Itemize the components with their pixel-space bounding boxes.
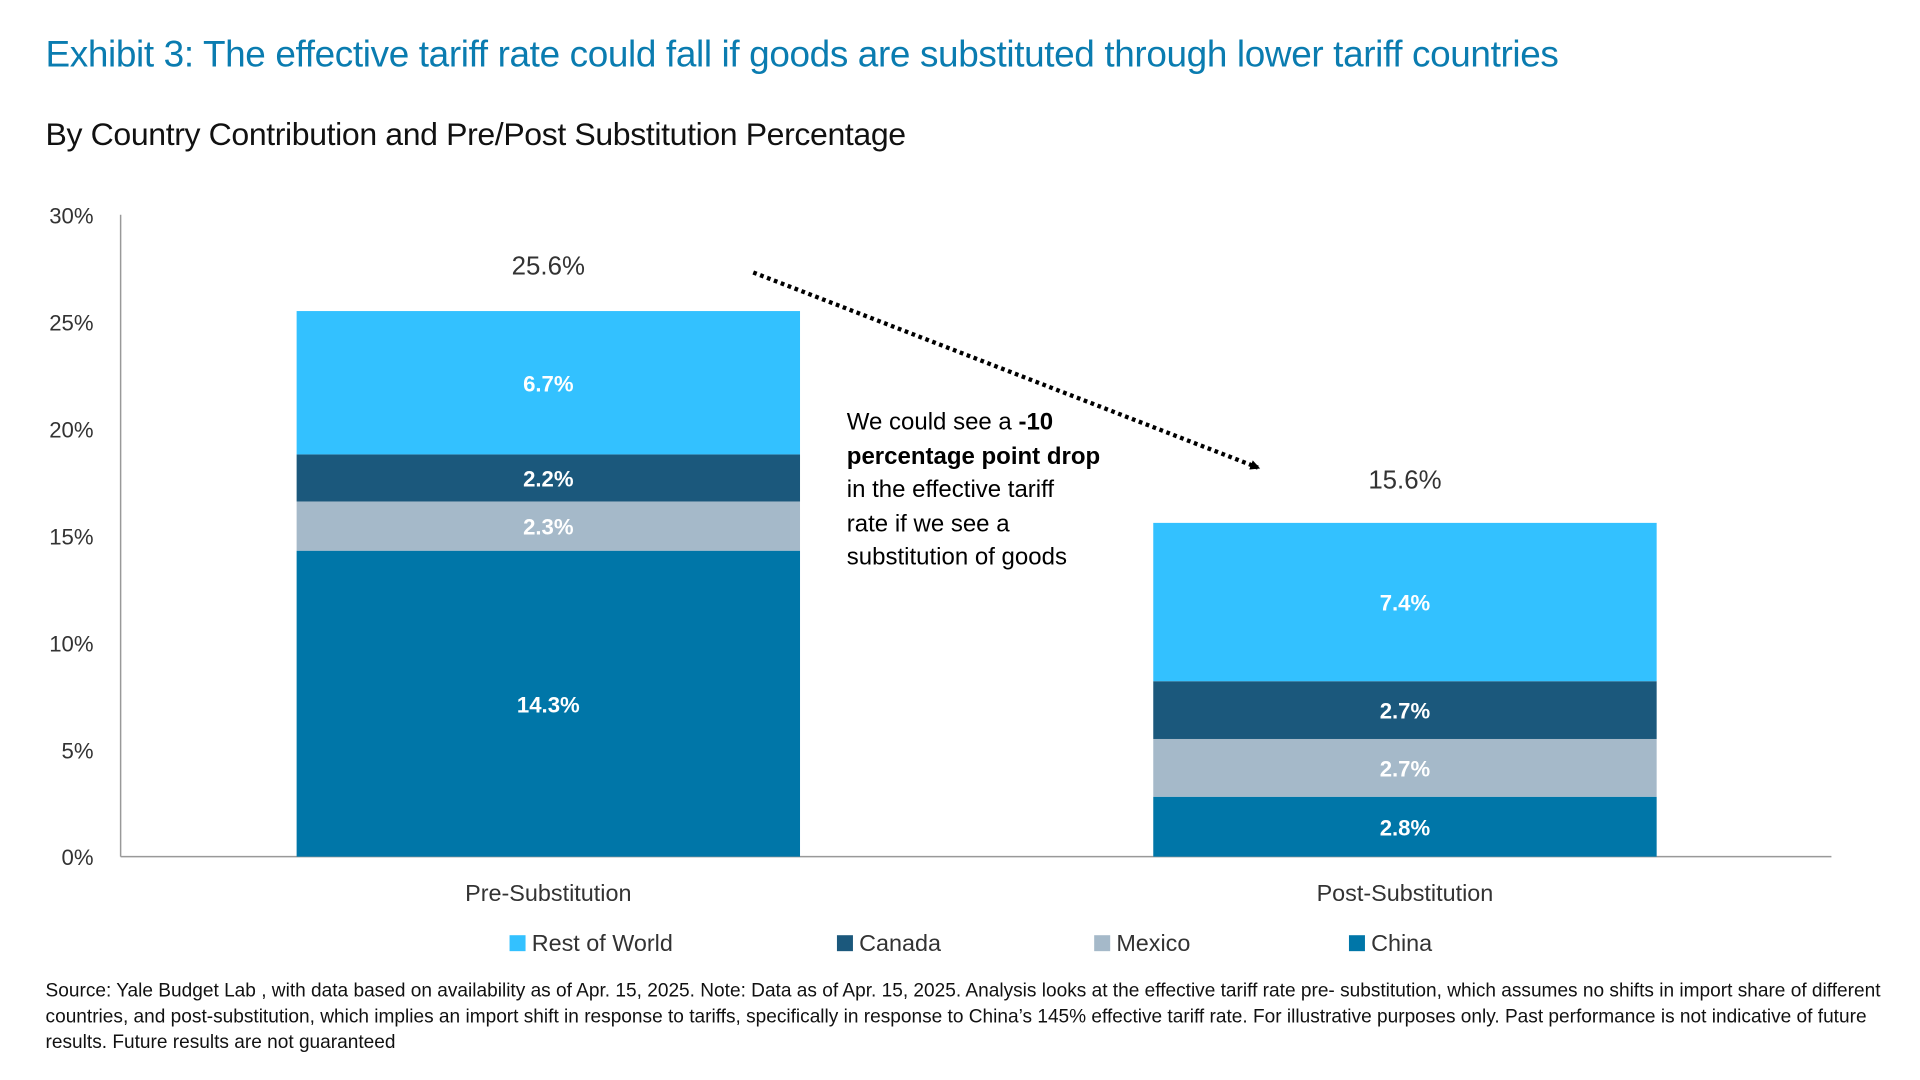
bar-segment-canada [296, 454, 801, 502]
stacked-bar-chart: 0% 5% 10% 15% 20% 25% 30% 14.3% 2.3% 2.2% 6.7% 25.6… [49, 203, 1832, 956]
legend-swatch [509, 935, 526, 952]
y-tick-label: 10% [49, 631, 93, 656]
data-label: 2.7% [1380, 756, 1431, 781]
annotation-line: in the effective tariff [846, 476, 1055, 504]
annotation-line: We could see a [846, 408, 1019, 436]
data-label: 6.7% [523, 371, 574, 396]
bar-segment-china [1153, 796, 1657, 857]
bar-segment-mexico [1153, 738, 1657, 797]
bar-segment-rest-of-world [296, 311, 801, 455]
category-label: Post-Substitution [1317, 880, 1494, 906]
legend-label: Mexico [1116, 930, 1190, 956]
legend-swatch [1094, 935, 1111, 952]
annotation-bold: percentage point drop [846, 442, 1101, 470]
y-tick-label: 5% [62, 738, 94, 763]
legend-label: Rest of World [532, 930, 673, 956]
data-label: 2.7% [1380, 699, 1431, 724]
chart-subtitle: By Country Contribution and Pre/Post Sub… [45, 115, 907, 153]
y-tick-label: 15% [49, 524, 93, 549]
bar-segment-canada [1153, 681, 1657, 739]
y-tick-label: 0% [62, 845, 94, 870]
data-label: 2.3% [523, 515, 574, 540]
data-label: 2.2% [523, 467, 574, 492]
annotation-line: substitution of goods [846, 543, 1067, 571]
exhibit-title: Exhibit 3: The effective tariff rate cou… [45, 34, 1559, 75]
category-label: Pre-Substitution [465, 880, 631, 906]
annotation-text: We could see a -10 percentage point drop… [847, 406, 1100, 575]
y-tick-label: 20% [49, 417, 93, 442]
arrow-icon [752, 270, 1261, 470]
total-label: 15.6% [1368, 467, 1441, 495]
legend-label: China [1371, 930, 1432, 956]
data-label: 14.3% [517, 692, 580, 717]
y-tick-label: 30% [49, 203, 93, 228]
y-tick-label: 25% [49, 310, 93, 335]
data-label: 2.8% [1380, 815, 1431, 840]
legend-swatch [1348, 935, 1365, 952]
annotation-line: rate if we see a [846, 509, 1010, 537]
footnote: Source: Yale Budget Lab , with data base… [45, 980, 1881, 1054]
bar-segment-mexico [296, 501, 801, 551]
bar-segment-rest-of-world [1153, 522, 1657, 682]
total-label: 25.6% [512, 253, 585, 281]
legend-swatch [836, 935, 853, 952]
data-label: 7.4% [1380, 591, 1431, 616]
bar-segment-china [296, 550, 801, 857]
annotation-bold: -10 [1018, 408, 1054, 436]
legend-label: Canada [859, 930, 941, 956]
